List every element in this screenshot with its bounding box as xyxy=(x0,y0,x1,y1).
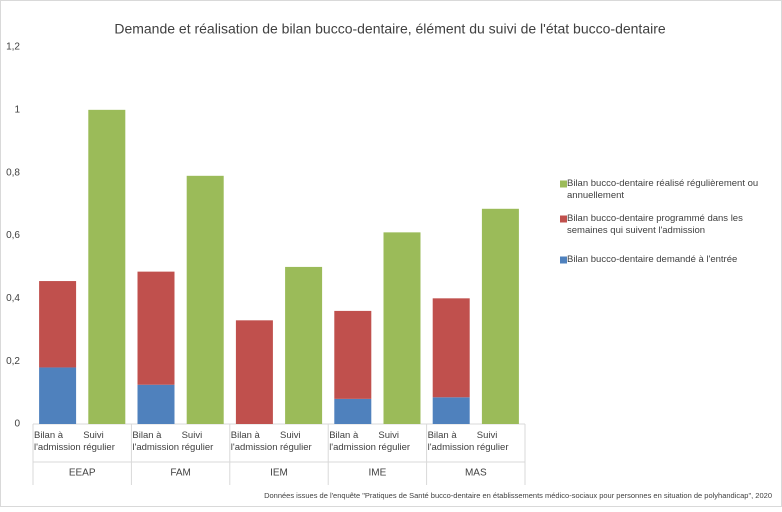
bar-segment xyxy=(285,266,323,424)
x-tick-label: Bilan à l'admission xyxy=(132,430,180,453)
x-tick-label: Suivi régulier xyxy=(280,430,312,453)
bar-segment xyxy=(186,175,224,424)
y-tick-label: 0,8 xyxy=(6,167,20,178)
legend-label-box: Bilan bucco-dentaire réalisé régulièreme… xyxy=(567,178,759,201)
x-tick-label-box: Suivi régulier xyxy=(378,430,411,453)
bar-segment xyxy=(39,281,77,368)
x-tick-label-box: Bilan à l'admission xyxy=(329,430,376,453)
group-label: MAS xyxy=(465,468,487,479)
bar-segment xyxy=(334,310,372,399)
x-tick-label-box: Suivi régulier xyxy=(181,430,214,453)
y-tick-label: 0 xyxy=(14,419,20,430)
x-tick-label: Suivi régulier xyxy=(378,430,411,453)
x-tick-label: Bilan à l'admission xyxy=(34,430,81,453)
legend-label: Bilan bucco-dentaire demandé à l'entrée xyxy=(567,254,738,265)
bar-segment xyxy=(39,367,77,424)
x-tick-label-box: Bilan à l'admission xyxy=(427,430,475,453)
bar-segment xyxy=(235,320,273,424)
bar-segment xyxy=(137,384,175,424)
y-tick-label: 0,2 xyxy=(6,356,20,367)
y-tick-label: 1,2 xyxy=(6,42,20,53)
legend-swatch xyxy=(560,180,567,188)
y-tick-label: 0,6 xyxy=(6,230,20,241)
legend-label-box: Bilan bucco-dentaire programmé dans les … xyxy=(567,213,743,236)
x-tick-label-box: Bilan à l'admission xyxy=(34,430,81,453)
bar-segment xyxy=(137,271,175,385)
group-label: IEM xyxy=(270,468,288,479)
bar-segment xyxy=(432,298,470,398)
group-label: IME xyxy=(369,468,387,479)
source-note: Données issues de l'enquête "Pratiques d… xyxy=(264,491,772,500)
x-tick-label-box: Suivi régulier xyxy=(280,430,312,453)
x-tick-label-box: Bilan à l'admission xyxy=(132,430,180,453)
x-tick-label: Bilan à l'admission xyxy=(230,430,278,453)
y-tick-label: 0,4 xyxy=(6,293,20,304)
bar-segment xyxy=(481,208,519,424)
x-tick-label: Suivi régulier xyxy=(181,430,214,453)
legend-swatch xyxy=(560,215,567,223)
bar-segment xyxy=(383,232,421,424)
group-label: FAM xyxy=(170,468,191,479)
bar-segment xyxy=(88,109,126,424)
x-tick-label-box: Suivi régulier xyxy=(476,430,509,453)
x-tick-label-box: Bilan à l'admission xyxy=(230,430,278,453)
bar-segment xyxy=(432,397,470,424)
chart-title: Demande et réalisation de bilan bucco-de… xyxy=(114,21,666,37)
legend-label-box: Bilan bucco-dentaire demandé à l'entrée xyxy=(567,254,738,265)
y-tick-label: 1 xyxy=(14,104,20,115)
bar-segment xyxy=(334,398,372,424)
x-tick-label: Bilan à l'admission xyxy=(427,430,475,453)
legend-label: Bilan bucco-dentaire réalisé régulièreme… xyxy=(567,178,759,201)
x-tick-label: Suivi régulier xyxy=(83,430,115,453)
legend-swatch xyxy=(560,256,567,264)
x-tick-label: Suivi régulier xyxy=(476,430,509,453)
x-tick-label-box: Suivi régulier xyxy=(83,430,115,453)
group-label: EEAP xyxy=(69,468,96,479)
x-tick-label: Bilan à l'admission xyxy=(329,430,376,453)
legend-label: Bilan bucco-dentaire programmé dans les … xyxy=(567,213,743,236)
